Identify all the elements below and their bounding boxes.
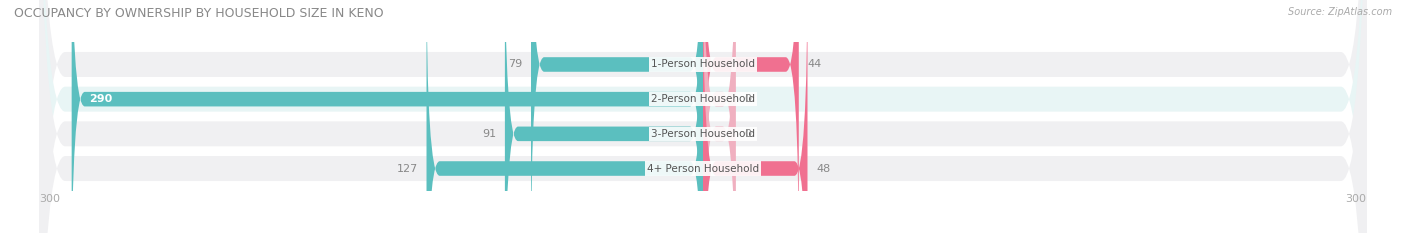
Text: 48: 48 <box>817 164 831 174</box>
Text: 127: 127 <box>396 164 418 174</box>
Text: 91: 91 <box>482 129 496 139</box>
FancyBboxPatch shape <box>72 0 703 233</box>
Text: 3-Person Household: 3-Person Household <box>651 129 755 139</box>
FancyBboxPatch shape <box>505 0 703 233</box>
Text: 0: 0 <box>744 129 751 139</box>
FancyBboxPatch shape <box>703 0 735 233</box>
Text: 290: 290 <box>89 94 112 104</box>
FancyBboxPatch shape <box>703 0 807 233</box>
FancyBboxPatch shape <box>531 0 703 233</box>
Text: 79: 79 <box>508 59 522 69</box>
FancyBboxPatch shape <box>703 0 799 233</box>
Text: 2-Person Household: 2-Person Household <box>651 94 755 104</box>
Text: 44: 44 <box>807 59 821 69</box>
FancyBboxPatch shape <box>39 0 1367 233</box>
Text: 4+ Person Household: 4+ Person Household <box>647 164 759 174</box>
Text: 1-Person Household: 1-Person Household <box>651 59 755 69</box>
FancyBboxPatch shape <box>703 0 735 233</box>
Text: 0: 0 <box>744 94 751 104</box>
FancyBboxPatch shape <box>39 0 1367 233</box>
Text: OCCUPANCY BY OWNERSHIP BY HOUSEHOLD SIZE IN KENO: OCCUPANCY BY OWNERSHIP BY HOUSEHOLD SIZE… <box>14 7 384 20</box>
Text: Source: ZipAtlas.com: Source: ZipAtlas.com <box>1288 7 1392 17</box>
FancyBboxPatch shape <box>39 0 1367 233</box>
FancyBboxPatch shape <box>426 0 703 233</box>
FancyBboxPatch shape <box>39 0 1367 233</box>
